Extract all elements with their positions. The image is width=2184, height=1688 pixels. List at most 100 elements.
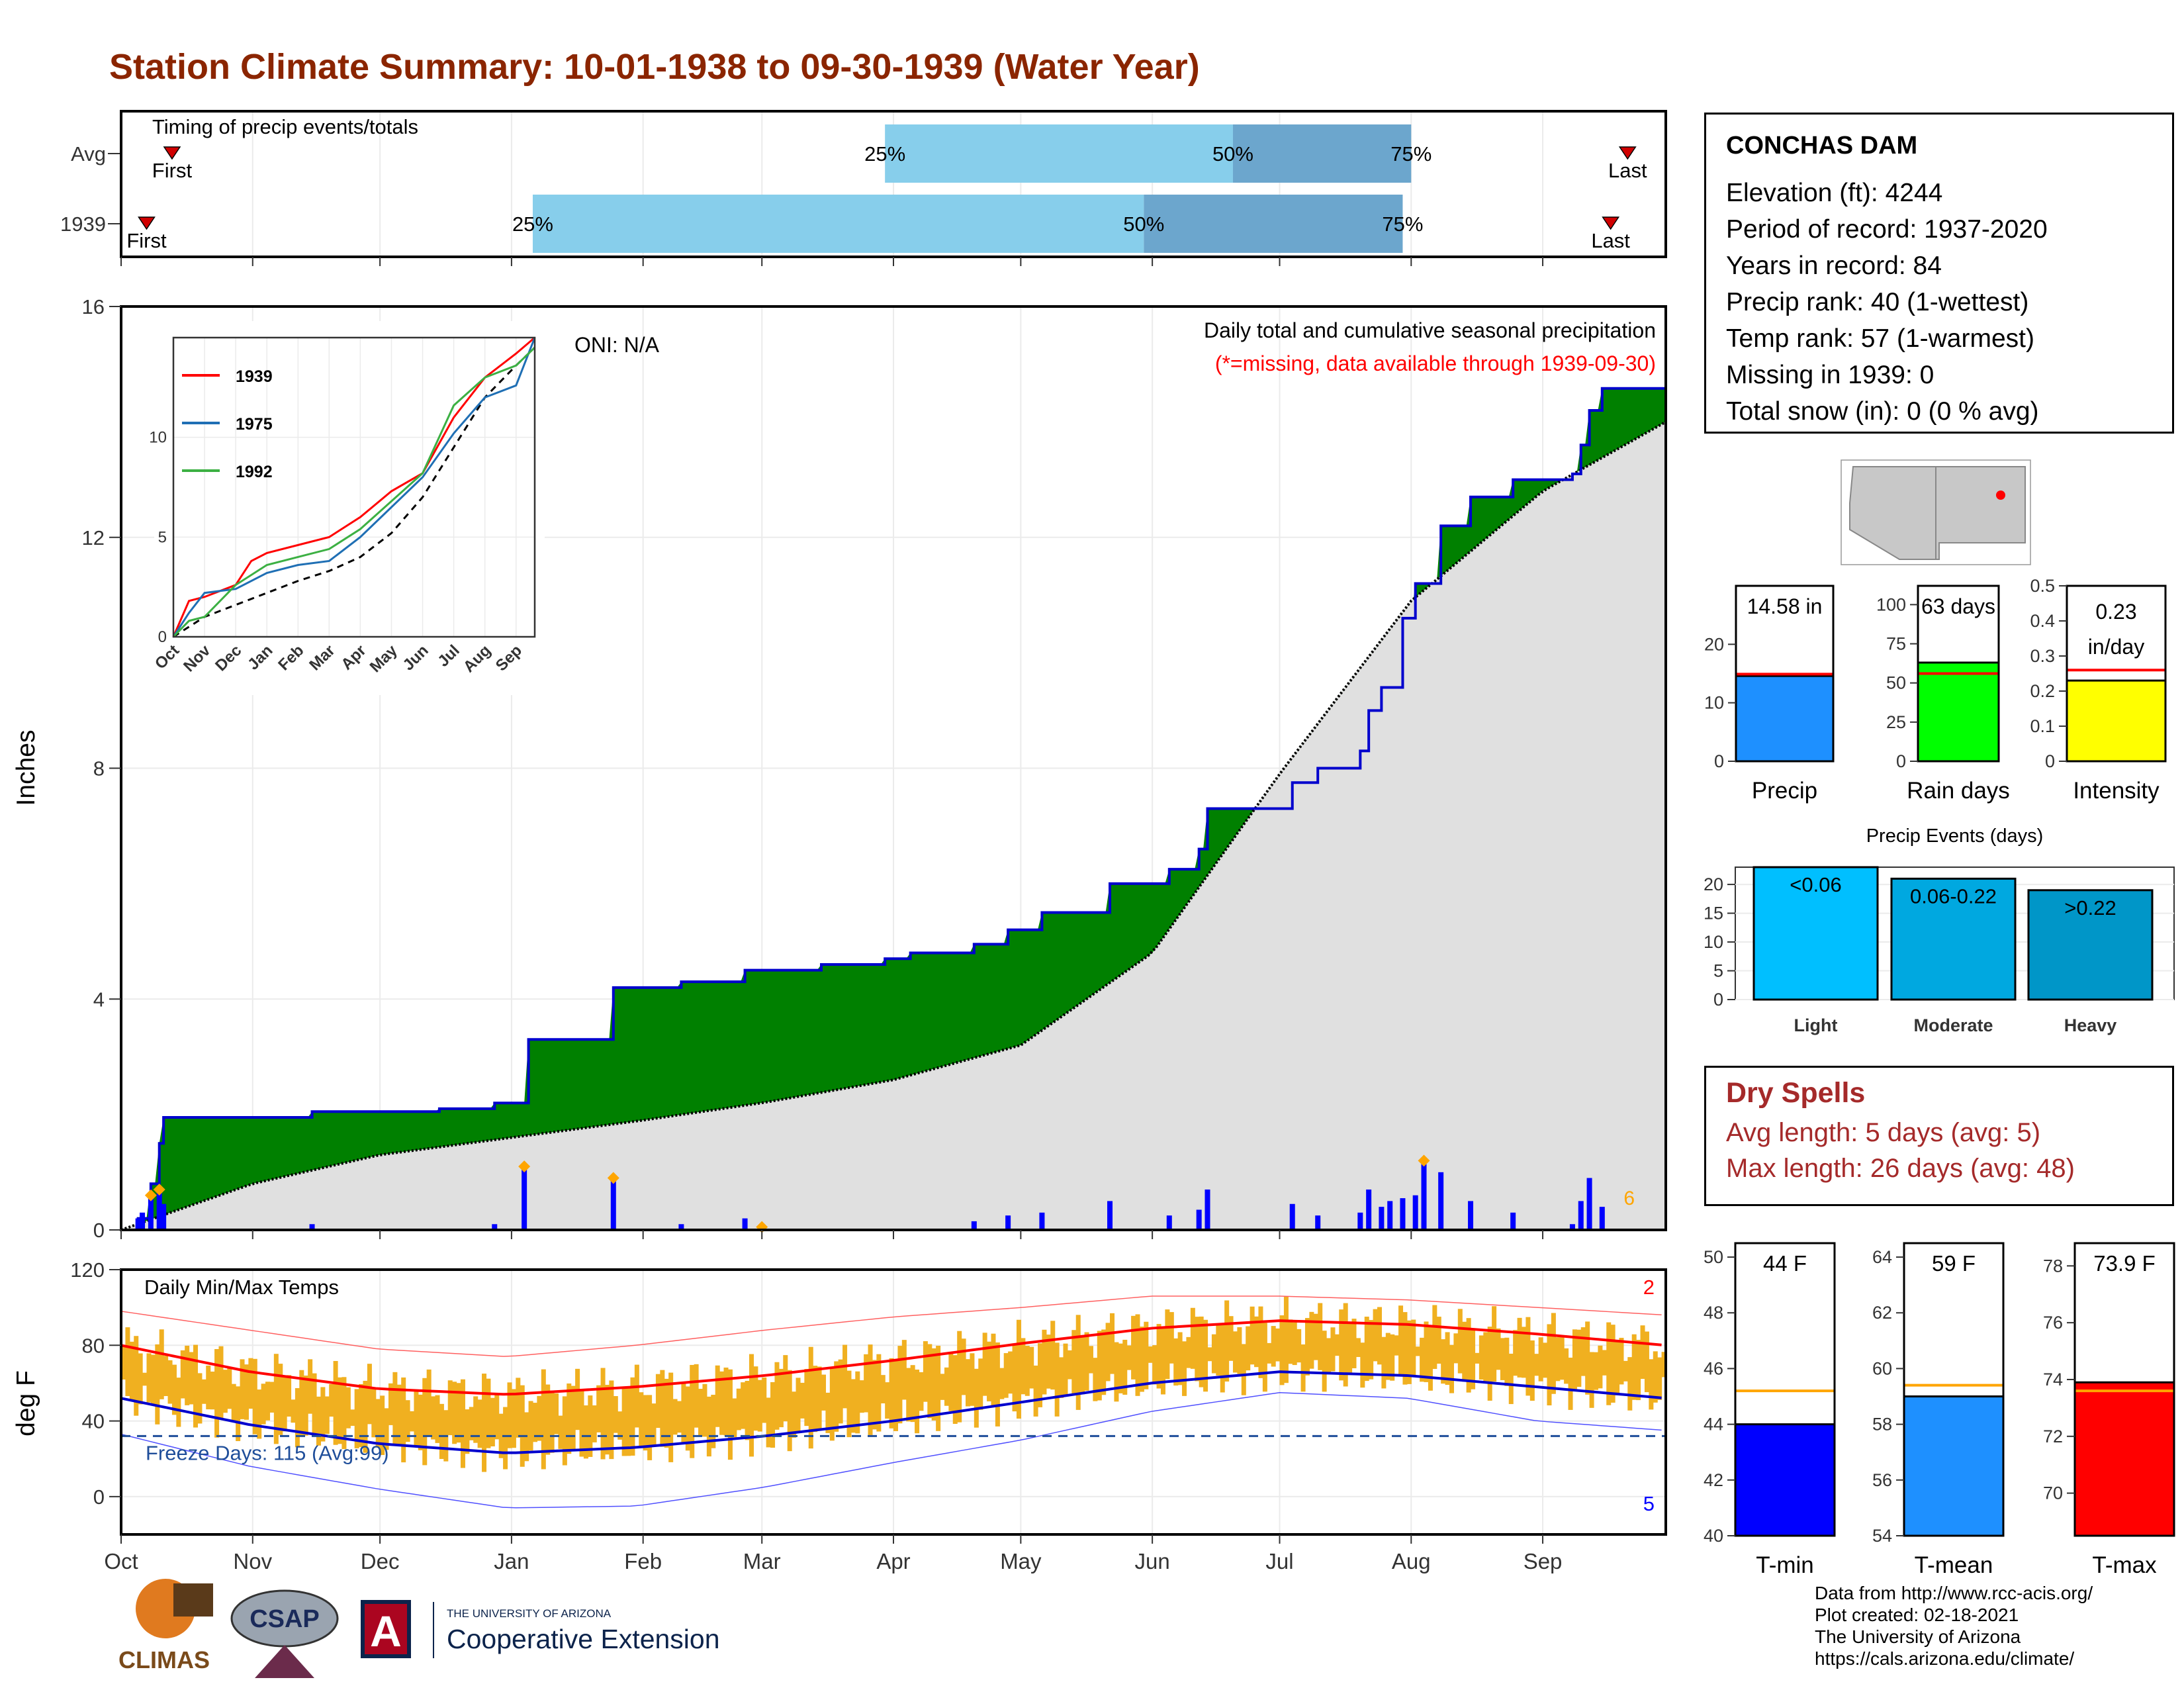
temp-daily-bar: [150, 1354, 156, 1405]
temp-daily-bar: [206, 1365, 211, 1410]
precip-average-area: [121, 422, 1666, 1230]
temp-record-max-line: [120, 1295, 1662, 1357]
temp-summary-y-tick-label: 42: [1704, 1470, 1723, 1490]
temp-daily-bar: [821, 1374, 827, 1411]
temp-daily-bar: [354, 1389, 359, 1448]
precip-events-bar-label: <0.06: [1790, 873, 1841, 896]
temp-daily-bar: [778, 1368, 784, 1428]
temp-daily-bar: [1021, 1338, 1026, 1395]
temp-daily-bar: [660, 1370, 665, 1447]
temp-daily-bar: [1152, 1345, 1158, 1385]
temp-daily-bar: [452, 1382, 457, 1444]
inset-y-tick-label: 0: [158, 628, 167, 646]
precip-events-category: Light: [1794, 1015, 1838, 1035]
precip-daily-bar: [135, 1218, 141, 1230]
summary-y-tick-label: 100: [1876, 594, 1906, 614]
temp-daily-bar: [1122, 1339, 1128, 1395]
temp-daily-bar: [528, 1401, 533, 1451]
temp-daily-bar: [880, 1375, 886, 1404]
temp-title: Daily Min/Max Temps: [144, 1276, 339, 1299]
precip-daily-bar: [1468, 1201, 1474, 1230]
temp-daily-bar: [189, 1352, 194, 1405]
temp-daily-bar: [320, 1387, 326, 1442]
temp-summary-value-label: 59 F: [1932, 1251, 1976, 1276]
precip-daily-bar: [1400, 1198, 1406, 1230]
temp-daily-bar: [783, 1355, 788, 1422]
temp-daily-bar: [757, 1380, 762, 1432]
temp-daily-bar: [338, 1377, 343, 1444]
temp-summary-y-tick-label: 48: [1704, 1303, 1723, 1323]
temp-daily-bar: [1297, 1329, 1302, 1363]
temp-daily-bar: [1084, 1332, 1089, 1391]
temp-daily-bar: [511, 1389, 516, 1448]
precip-daily-bar: [1412, 1195, 1418, 1230]
temp-daily-bar: [1580, 1327, 1586, 1376]
temp-daily-bar: [1538, 1337, 1543, 1382]
temp-daily-bar: [1322, 1331, 1327, 1392]
temp-daily-bar: [1598, 1345, 1603, 1389]
temp-daily-bar: [1479, 1335, 1484, 1380]
temp-daily-bar: [1649, 1359, 1654, 1410]
temp-daily-bar: [1644, 1331, 1649, 1393]
precip-daily-bar: [1196, 1209, 1202, 1230]
temp-daily-bar: [1190, 1307, 1195, 1369]
temp-daily-bar: [214, 1349, 220, 1438]
temp-daily-bar: [944, 1367, 949, 1406]
csap-logo-text: CSAP: [250, 1605, 320, 1633]
temp-daily-bar: [1411, 1319, 1416, 1376]
temp-daily-bar: [655, 1374, 660, 1429]
temp-summary-value-bar: [1734, 1423, 1836, 1537]
temp-daily-bar: [1576, 1329, 1582, 1387]
temp-daily-bar: [1385, 1333, 1390, 1380]
temp-daily-bar: [1606, 1322, 1612, 1405]
temp-summary-y-tick-label: 74: [2043, 1370, 2063, 1389]
temp-daily-bar: [592, 1405, 597, 1442]
temp-summary-frame: [1734, 1242, 1836, 1537]
ua-logo-block: [361, 1600, 411, 1658]
precip-daily-bar: [1039, 1212, 1045, 1230]
temp-daily-bar: [1216, 1325, 1221, 1376]
precip-daily-bar: [1205, 1189, 1210, 1230]
temp-daily-bar: [541, 1369, 546, 1470]
ua-cooperative-extension-text: Cooperative Extension: [447, 1624, 720, 1654]
temp-daily-bar: [125, 1327, 130, 1397]
temp-daily-bar: [1033, 1365, 1038, 1417]
temp-daily-bar: [868, 1344, 873, 1435]
page-title: Station Climate Summary: 10-01-1938 to 0…: [109, 47, 1200, 87]
temp-daily-bar: [690, 1364, 695, 1458]
summary-value-bar: [1917, 661, 2000, 763]
temp-daily-bar: [405, 1400, 410, 1442]
temp-daily-bar: [792, 1391, 797, 1438]
temp-daily-bar: [244, 1364, 249, 1420]
temp-daily-bar: [567, 1383, 572, 1454]
temp-daily-bar: [1610, 1325, 1615, 1403]
temp-daily-bar: [371, 1388, 377, 1438]
summary-y-tick-label: 75: [1886, 634, 1906, 654]
temp-daily-bar: [167, 1360, 173, 1404]
precip-subtitle: (*=missing, data available through 1939-…: [1215, 352, 1656, 375]
temp-daily-bar: [732, 1398, 737, 1438]
inset-legend-label: 1975: [236, 415, 273, 434]
temp-daily-bar: [1237, 1327, 1242, 1374]
temp-daily-bar: [477, 1399, 482, 1448]
temp-daily-bar: [842, 1344, 848, 1409]
temp-daily-bar: [1203, 1319, 1208, 1392]
precip-y-axis-label: Inches: [12, 730, 40, 806]
temp-daily-bar: [931, 1348, 936, 1421]
temp-record-high-count: 2: [1643, 1276, 1655, 1299]
summary-y-tick-label: 20: [1704, 634, 1724, 654]
summary-value-label: 14.58 in: [1747, 594, 1823, 618]
temp-daily-bar: [694, 1364, 699, 1428]
temp-daily-bar: [426, 1369, 432, 1436]
temp-daily-bar: [1003, 1353, 1009, 1398]
temp-summary-value-bar: [1903, 1395, 2005, 1537]
temp-record-min-line: [120, 1391, 1662, 1509]
temp-summary-y-tick-label: 64: [1872, 1247, 1892, 1267]
temp-daily-bar: [799, 1382, 805, 1419]
temp-daily-bar: [1241, 1344, 1246, 1395]
temp-daily-bar: [626, 1386, 631, 1456]
temp-daily-bar: [1054, 1342, 1060, 1417]
temp-daily-bar: [558, 1415, 563, 1449]
credit-plot-date: Plot created: 02-18-2021: [1815, 1605, 2019, 1625]
temp-daily-bar: [923, 1341, 928, 1402]
